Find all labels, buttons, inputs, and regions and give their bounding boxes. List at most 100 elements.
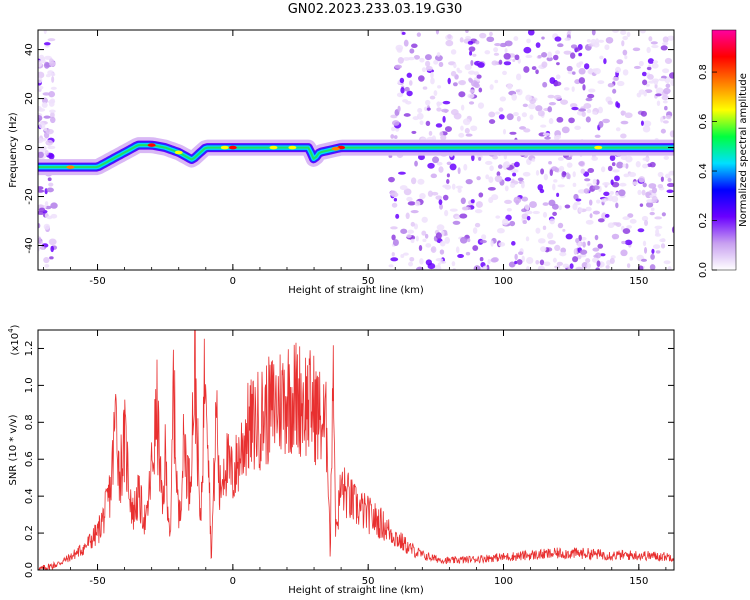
spectrogram-noise-point xyxy=(485,174,490,180)
spectrogram-noise-point xyxy=(654,225,663,230)
spectrogram-noise-point xyxy=(599,253,606,257)
x-tick-label: 50 xyxy=(362,576,375,587)
spectrogram-noise-point xyxy=(44,149,49,156)
spectrogram-noise-point xyxy=(45,139,54,146)
spectrogram-noise-point xyxy=(516,115,521,122)
spectrogram-noise-point xyxy=(593,41,600,48)
spectrogram-noise-point xyxy=(494,42,501,47)
spectrogram-noise-point xyxy=(633,65,641,69)
spectrogram-noise-point xyxy=(615,66,621,73)
spectrogram-noise-point xyxy=(663,87,671,95)
spectrogram-noise-point xyxy=(479,32,487,39)
spectrogram-noise-point xyxy=(541,36,545,40)
spectrogram-noise-point xyxy=(527,30,535,36)
spectrogram-noise-point xyxy=(396,92,404,98)
spectrogram-noise-point xyxy=(569,263,574,270)
spectrogram-noise-point xyxy=(512,172,517,177)
spectrogram-noise-point xyxy=(404,86,410,92)
spectrogram-noise-point xyxy=(503,52,511,60)
spectrogram-noise-point xyxy=(425,120,431,127)
spectrogram-noise-point xyxy=(578,77,586,84)
spectrogram-noise-point xyxy=(509,131,517,135)
spectrogram-noise-point xyxy=(407,229,415,234)
spectrogram-noise-point xyxy=(425,259,433,266)
snr-series-line xyxy=(38,330,674,570)
spectrogram-noise-point xyxy=(400,228,408,234)
spectrogram-noise-point xyxy=(564,204,571,209)
spectrogram-noise-point xyxy=(567,173,571,180)
spectrogram-noise-point xyxy=(48,182,54,187)
spectrogram-noise-point xyxy=(668,72,674,79)
spectrogram-noise-point xyxy=(504,177,512,182)
spectrogram-noise-point xyxy=(651,195,658,203)
spectrogram-noise-point xyxy=(654,83,658,89)
spectrogram-noise-point xyxy=(477,102,485,109)
spectrogram-noise-point xyxy=(494,175,503,183)
snr-panel: -50 0 50 100 150 0.0 0.2 0.4 0.6 0.8 1.0 1.2 Heigh… xyxy=(7,324,675,596)
spectrogram-noise-point xyxy=(520,181,525,189)
y-tick-label: 0.8 xyxy=(24,414,35,430)
spectrogram-noise-point xyxy=(457,69,463,74)
spectrogram-noise-point xyxy=(554,167,560,173)
spectrogram-noise-point xyxy=(595,199,601,204)
y-tick-label: 40 xyxy=(24,43,35,56)
spectrogram-noise-point xyxy=(567,266,571,270)
spectrogram-noise-point xyxy=(517,177,524,182)
spectrogram-noise-point xyxy=(487,187,496,191)
spectrogram-noise-point xyxy=(620,133,627,139)
spectrogram-noise-point xyxy=(442,100,451,105)
spectrogram-noise-point xyxy=(635,161,641,168)
spectrogram-noise-point xyxy=(447,34,452,39)
spectrogram-noise-point xyxy=(592,247,600,252)
spectrogram-noise-point xyxy=(611,195,619,203)
spectrogram-noise-point xyxy=(651,63,659,69)
spectrogram-noise-point xyxy=(411,43,418,49)
spectrogram-noise-point xyxy=(571,86,575,92)
spectrogram-noise-point xyxy=(452,220,461,225)
spectrogram-noise-point xyxy=(455,246,460,254)
spectrogram-noise-point xyxy=(522,103,528,108)
spectrogram-noise-point xyxy=(43,42,51,46)
spectrogram-noise-point xyxy=(397,57,404,64)
spectrogram-noise-point xyxy=(497,164,503,169)
spectrogram-noise-point xyxy=(587,240,591,246)
spectrogram-noise-point xyxy=(388,264,394,268)
spectrogram-noise-point xyxy=(395,213,400,219)
spectrogram-noise-point xyxy=(38,189,45,193)
spectrogram-noise-point xyxy=(494,79,499,84)
spectrogram-noise-point xyxy=(491,194,499,201)
spectrogram-noise-point xyxy=(489,84,494,90)
spectrogram-noise-point xyxy=(521,196,529,202)
spectrogram-noise-point xyxy=(508,261,516,268)
spectrogram-noise-point xyxy=(562,263,570,269)
spectrogram-noise-point xyxy=(457,254,464,259)
spectrogram-noise-point xyxy=(435,195,443,200)
spectrogram-noise-point xyxy=(440,134,447,141)
colorbar-tick-label: 0.2 xyxy=(698,213,709,229)
spectrogram-noise-point xyxy=(664,105,668,111)
spectrogram-noise-point xyxy=(576,62,582,68)
spectrogram-noise-point xyxy=(525,94,532,101)
spectrogram-noise-point xyxy=(484,50,491,55)
spectrogram-noise-point xyxy=(424,233,429,239)
spectrogram-noise-point xyxy=(668,170,674,176)
spectrogram-noise-point xyxy=(390,226,398,230)
spectrogram-noise-point xyxy=(603,191,610,197)
snr-y-multiplier-exponent: 4 xyxy=(7,328,15,333)
spectrogram-noise-point xyxy=(461,206,469,211)
y-tick-label: -20 xyxy=(24,188,35,204)
spectrogram-noise-point xyxy=(417,108,423,113)
spectrogram-noise-point xyxy=(626,263,631,269)
spectrogram-noise-point xyxy=(540,168,545,175)
spectrogram-noise-point xyxy=(464,127,470,134)
spectrogram-noise-point xyxy=(50,245,55,253)
spectrogram-noise-point xyxy=(397,171,406,175)
spectrogram-noise-point xyxy=(442,194,449,201)
spectrogram-noise-point xyxy=(535,259,540,265)
spectrogram-noise-point xyxy=(625,163,629,169)
spectrogram-noise-point xyxy=(537,238,546,244)
spectrogram-noise-point xyxy=(517,58,521,64)
spectrogram-noise-point xyxy=(498,59,503,65)
spectrogram-noise-point xyxy=(511,93,517,101)
spectrogram-noise-point xyxy=(587,93,595,99)
